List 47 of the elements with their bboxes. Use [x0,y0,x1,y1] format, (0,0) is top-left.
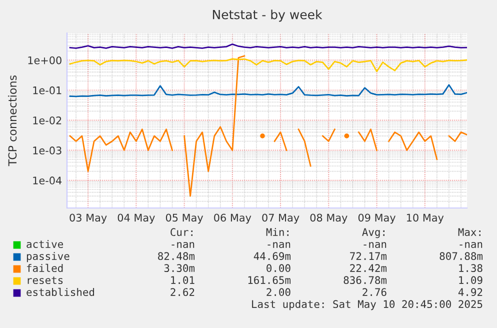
x-tick-label: 10 May [406,214,444,224]
line-series [69,84,467,98]
text: Last update: Sat May 10 20:45:00 2025 [252,300,482,310]
legend-label: active [26,240,64,248]
text: 836.78m [344,276,387,284]
y-axis-title: TCP connections [8,75,17,166]
y-tick-label: 1e+00 [28,56,62,64]
x-tick-label: 07 May [262,214,300,224]
legend-label: established [26,288,94,296]
text: 22.42m [350,264,387,272]
line-series [69,58,467,72]
text: 161.65m [248,276,291,284]
text: -nan [460,242,482,248]
text: -nan [268,242,290,248]
x-tick-label: 03 May [70,214,107,224]
text: 2.00 [266,288,290,296]
x-tick-label: 08 May [310,214,348,224]
text: -nan [364,242,386,248]
text: 2.62 [170,288,194,296]
y-tick-label: 1e-03 [33,146,62,154]
text: 1.01 [171,276,194,284]
x-tick-label: 05 May [166,214,204,224]
text: 72.17m [350,252,387,260]
text: 1.09 [459,276,482,284]
text: -nan [172,242,194,248]
legend-label: resets [28,276,63,284]
x-tick-label: 09 May [358,214,396,224]
legend-label: passive [26,252,70,262]
y-tick-label: 1e-04 [33,176,62,184]
text: 0.00 [266,264,290,272]
text: 2.76 [362,288,386,296]
legend-label: failed [26,264,63,272]
text: 44.69m [254,252,291,260]
text: Max: [458,228,480,236]
text: 1.38 [459,264,482,272]
y-tick-label: 1e-01 [33,86,62,94]
text: Cur: [170,228,192,236]
text: 82.48m [158,252,195,260]
text: Avg: [362,228,384,238]
text: 807.88m [440,252,483,260]
y-tick-label: 1e-02 [33,116,62,124]
chart-title: Netstat - by week [212,10,322,22]
text: 3.30m [164,264,195,272]
x-tick-label: 06 May [214,214,252,224]
text: Min: [266,228,288,236]
text: 4.92 [458,288,482,296]
x-tick-label: 04 May [118,214,155,224]
